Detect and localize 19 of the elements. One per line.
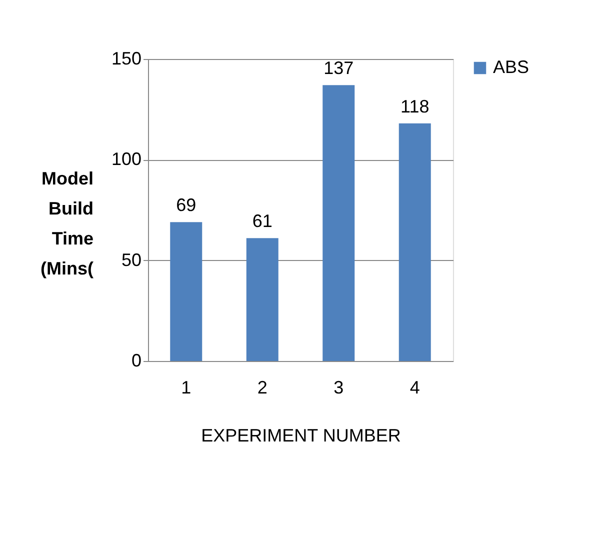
bar: [170, 222, 202, 361]
y-tick-label: 150: [111, 48, 142, 68]
y-tick-label: 50: [121, 250, 142, 270]
y-tick-label: 0: [131, 350, 142, 370]
legend-label: ABS: [493, 57, 530, 77]
y-tick-label: 100: [111, 149, 142, 170]
x-axis-title: EXPERIMENT NUMBER: [201, 426, 401, 446]
bar: [322, 85, 355, 361]
data-label: 61: [252, 211, 272, 232]
x-tick-label: 3: [334, 378, 344, 398]
x-tick-label: 4: [410, 378, 420, 398]
y-axis-title: Model Build Time (Mins(: [40, 168, 94, 278]
data-label: 118: [400, 96, 430, 116]
data-label: 137: [324, 58, 354, 78]
data-label: 69: [176, 195, 196, 216]
x-tick-label: 2: [257, 378, 268, 398]
bar: [246, 238, 278, 361]
bar: [398, 123, 431, 361]
x-tick-label: 1: [181, 378, 192, 398]
